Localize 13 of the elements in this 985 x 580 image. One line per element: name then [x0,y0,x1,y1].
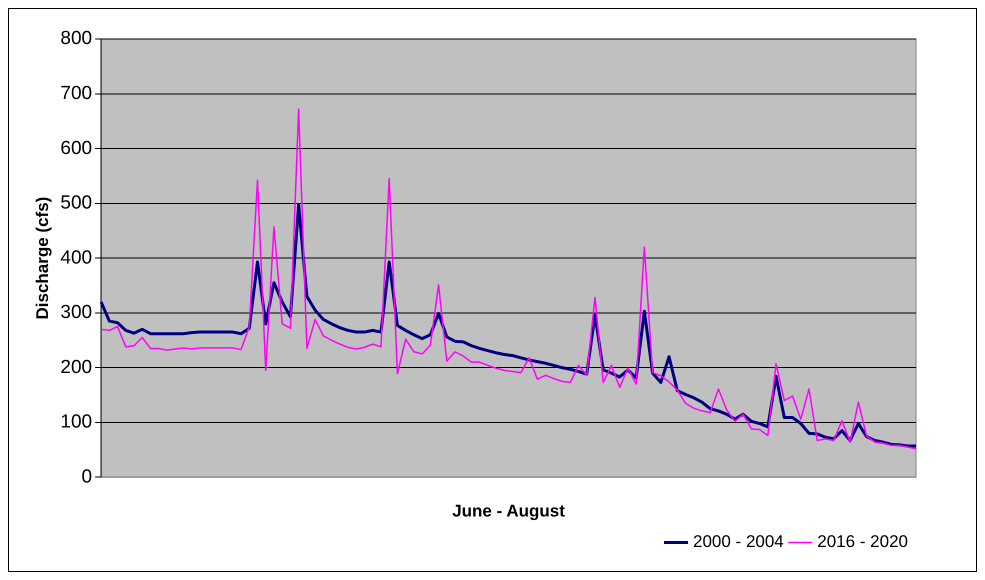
x-axis-title: June - August [452,501,566,520]
legend-label: 2000 - 2004 [693,532,784,552]
y-tick-label: 500 [60,192,92,214]
y-tick-label: 0 [82,466,92,488]
y-tick-label: 400 [60,247,92,268]
y-tick-label: 600 [60,138,92,159]
y-tick-label: 300 [60,302,92,324]
y-tick-label: 800 [60,28,92,50]
y-tick-label: 700 [60,83,92,104]
y-tick-label: 100 [60,412,92,433]
legend-label: 2016 - 2020 [817,532,908,552]
y-axis-title: Discharge (cfs) [32,196,52,320]
y-tick-label: 200 [60,356,92,378]
